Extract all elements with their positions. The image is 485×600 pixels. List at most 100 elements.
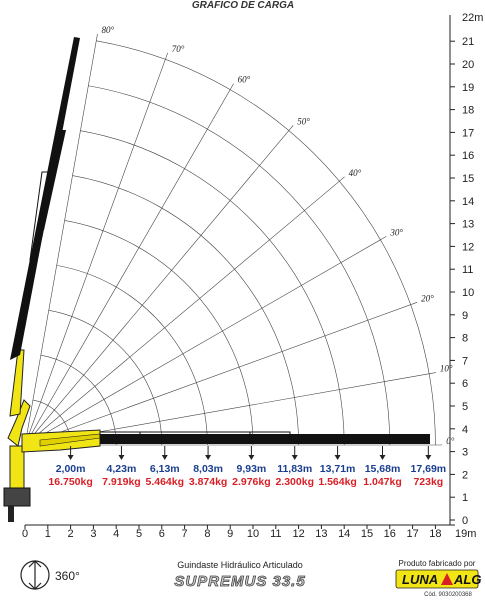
angle-ray bbox=[24, 176, 345, 446]
x-tick-label: 3 bbox=[90, 528, 96, 540]
angle-ray bbox=[24, 34, 98, 446]
reach-marker-arrow-icon bbox=[205, 455, 212, 460]
model-name: SUPREMUS 33.5 bbox=[174, 573, 305, 590]
rotation-arrows-icon bbox=[28, 560, 42, 590]
y-tick-label: 2 bbox=[462, 469, 468, 481]
chart-title: GRÁFICO DE CARGA bbox=[192, 0, 294, 11]
reach-marker-arrow-icon bbox=[425, 455, 432, 460]
crane-base bbox=[3, 487, 31, 507]
x-tick-label: 18 bbox=[429, 528, 441, 540]
y-tick-label: 21 bbox=[462, 36, 474, 48]
x-tick-label: 6 bbox=[159, 528, 165, 540]
reach-label: 9,93m bbox=[237, 463, 267, 475]
y-tick-label: 16 bbox=[462, 150, 474, 162]
angle-label: 50° bbox=[297, 116, 310, 126]
angle-label: 30° bbox=[389, 227, 403, 237]
y-tick-label: 1 bbox=[462, 492, 468, 504]
x-tick-label: 9 bbox=[227, 528, 233, 540]
y-tick-label: 4 bbox=[462, 424, 468, 436]
reach-label: 6,13m bbox=[150, 463, 180, 475]
x-axis-ticks: 0 1 2 3 4 5 6 7 8 9 10 11 12 13 14 15 16 17 18 bbox=[22, 525, 442, 540]
y-tick-label: 18 bbox=[462, 105, 474, 117]
reach-label: 17,69m bbox=[411, 463, 447, 475]
y-tick-label: 3 bbox=[462, 447, 468, 459]
x-tick-label: 11 bbox=[270, 528, 281, 540]
reach-label: 8,03m bbox=[193, 463, 223, 475]
y-tick-label: 20 bbox=[462, 59, 474, 71]
reach-marker-arrow-icon bbox=[334, 455, 341, 460]
angle-label: 70° bbox=[172, 44, 185, 54]
y-tick-label: 7 bbox=[462, 355, 468, 367]
load-label: 2.300kg bbox=[275, 476, 314, 488]
reach-label: 2,00m bbox=[56, 463, 86, 475]
y-tick-label: 0 bbox=[462, 515, 468, 527]
y-tick-label: 5 bbox=[462, 401, 468, 413]
y-tick-label: 19 bbox=[462, 82, 474, 94]
load-label: 16.750kg bbox=[48, 476, 92, 488]
y-tick-label: 10 bbox=[462, 287, 474, 299]
crane-stabilizer bbox=[8, 506, 14, 522]
x-tick-label: 17 bbox=[406, 528, 418, 540]
angle-label: 60° bbox=[238, 75, 251, 85]
crane-illustration bbox=[3, 37, 430, 522]
angle-ray bbox=[24, 125, 294, 446]
y-axis-max-label: 22m bbox=[462, 12, 483, 24]
x-tick-label: 5 bbox=[136, 528, 142, 540]
angle-ray bbox=[24, 52, 168, 446]
load-labels: 16.750kg 7.919kg 5.464kg 3.874kg 2.976kg 2.30… bbox=[48, 476, 443, 488]
y-tick-label: 17 bbox=[462, 127, 474, 139]
angle-ray bbox=[24, 302, 418, 446]
maker-label: Produto fabricado por bbox=[399, 559, 476, 568]
y-tick-label: 12 bbox=[462, 241, 474, 253]
reach-label: 15,68m bbox=[365, 463, 401, 475]
reach-labels: 2,00m 4,23m 6,13m 8,03m 9,93m 11,83m 13,71m 15,… bbox=[56, 463, 446, 475]
load-label: 723kg bbox=[413, 476, 443, 488]
x-tick-label: 0 bbox=[22, 528, 28, 540]
load-label: 3.874kg bbox=[189, 476, 228, 488]
rotation-label: 360° bbox=[55, 569, 80, 583]
product-code: Cód. 9030200368 bbox=[424, 592, 472, 598]
x-tick-label: 14 bbox=[338, 528, 350, 540]
x-tick-label: 1 bbox=[45, 528, 51, 540]
boom-vertical-section-2 bbox=[29, 171, 49, 261]
y-tick-label: 14 bbox=[462, 196, 474, 208]
crane-column bbox=[9, 445, 25, 495]
y-tick-label: 6 bbox=[462, 378, 468, 390]
footer-subtitle: Guindaste Hidráulico Articulado bbox=[177, 560, 303, 570]
reach-label: 11,83m bbox=[277, 463, 312, 475]
angle-label: 10° bbox=[440, 364, 453, 374]
y-tick-label: 9 bbox=[462, 310, 468, 322]
reach-marker-arrow-icon bbox=[248, 455, 255, 460]
reach-markers bbox=[67, 446, 432, 460]
reach-label: 13,71m bbox=[320, 463, 356, 475]
x-tick-label: 8 bbox=[204, 528, 210, 540]
maker-brand: LUNA bbox=[402, 572, 438, 587]
reach-marker-arrow-icon bbox=[291, 455, 298, 460]
y-tick-label: 15 bbox=[462, 173, 474, 185]
crane-lift-cylinder bbox=[9, 349, 25, 417]
x-tick-label: 10 bbox=[247, 528, 259, 540]
reach-marker-arrow-icon bbox=[379, 455, 386, 460]
reach-marker-arrow-icon bbox=[161, 455, 168, 460]
load-label: 2.976kg bbox=[232, 476, 271, 488]
y-tick-label: 8 bbox=[462, 333, 468, 345]
x-tick-label: 15 bbox=[361, 528, 373, 540]
angle-label: 40° bbox=[349, 168, 362, 178]
x-tick-label: 16 bbox=[384, 528, 396, 540]
rotation-badge: 360° bbox=[20, 560, 80, 590]
x-tick-label: 7 bbox=[182, 528, 188, 540]
maker-logo: LUNA ALG bbox=[395, 569, 481, 589]
boom-horizontal-section-3 bbox=[139, 431, 251, 437]
maker-logo-triangle-icon bbox=[441, 573, 453, 585]
x-tick-label: 13 bbox=[315, 528, 327, 540]
x-tick-label: 12 bbox=[292, 528, 304, 540]
y-tick-label: 11 bbox=[462, 264, 473, 276]
angle-labels: 0°10°20°30°40°50°60°70°80° bbox=[101, 25, 454, 446]
boom-horizontal-section-2 bbox=[100, 434, 200, 440]
boom-horizontal-outer bbox=[100, 434, 430, 444]
angle-label: 80° bbox=[101, 25, 114, 35]
load-label: 7.919kg bbox=[102, 476, 141, 488]
x-tick-label: 2 bbox=[68, 528, 74, 540]
